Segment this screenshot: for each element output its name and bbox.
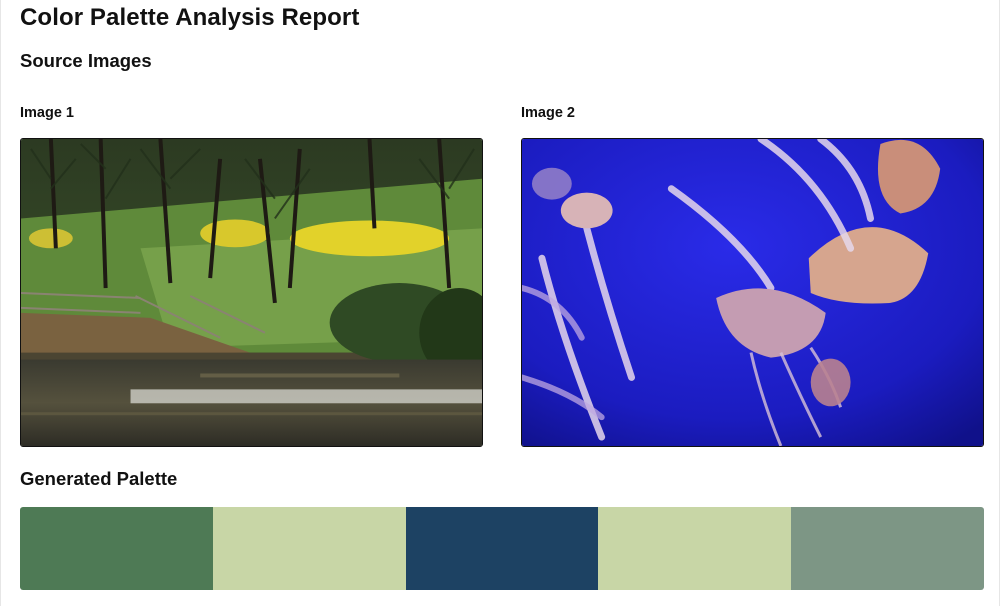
generated-palette-heading: Generated Palette [20,468,178,489]
image-2-jellyfish-photo [521,138,984,447]
source-images-heading: Source Images [20,50,152,71]
palette-swatch-4 [598,507,792,590]
image-1-park-lake-photo [20,138,483,447]
palette-swatch-1 [20,507,213,590]
park-lake-illustration [21,139,482,446]
jellyfish-illustration [522,139,983,446]
image-1-label: Image 1 [20,105,74,121]
page-title: Color Palette Analysis Report [20,4,360,31]
palette-swatch-2 [212,507,406,590]
generated-palette [20,507,984,590]
palette-swatch-3 [405,507,599,590]
palette-swatch-5 [791,507,984,590]
image-2-label: Image 2 [521,105,575,121]
